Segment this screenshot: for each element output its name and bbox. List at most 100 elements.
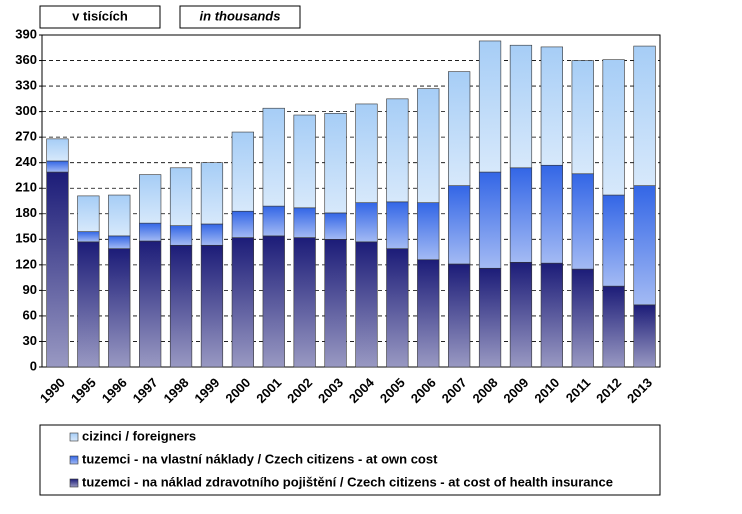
y-tick-label: 120 — [15, 256, 37, 271]
bar-segment — [108, 248, 131, 368]
bar-segment — [509, 261, 533, 368]
bar-segment — [355, 241, 378, 368]
bar-segment — [77, 241, 100, 368]
x-tick-label: 2013 — [624, 375, 655, 406]
header-right: in thousands — [200, 8, 281, 23]
bar-segment — [602, 194, 625, 287]
legend-label: tuzemci - na vlastní náklady / Czech cit… — [82, 451, 438, 466]
legend-box — [39, 424, 661, 496]
bar-segment — [46, 138, 69, 162]
bar-segment — [169, 244, 193, 368]
bar-segment — [509, 167, 533, 263]
legend-swatch — [69, 432, 79, 442]
header-box — [179, 5, 301, 29]
bar-segment — [293, 114, 316, 209]
bar-segment — [448, 185, 471, 265]
bar-segment — [571, 60, 594, 175]
bar-segment — [139, 240, 162, 368]
y-tick-label: 30 — [23, 333, 37, 348]
x-tick-label: 2000 — [222, 375, 253, 406]
header-box — [39, 5, 161, 29]
bar-segment — [417, 202, 440, 261]
bar-segment — [200, 244, 224, 368]
y-tick-label: 360 — [15, 52, 37, 67]
bar-segment — [633, 45, 656, 186]
bar-segment — [46, 160, 69, 173]
bar-segment — [139, 174, 162, 224]
x-tick-label: 2003 — [315, 375, 346, 406]
bar-segment — [77, 195, 100, 232]
x-tick-label: 2011 — [563, 375, 594, 406]
x-tick-label: 2006 — [408, 375, 439, 406]
x-tick-label: 1997 — [130, 375, 161, 406]
bar-segment — [324, 212, 347, 240]
bar-segment — [262, 235, 285, 368]
bar-segment — [540, 262, 563, 368]
bar-segment — [478, 40, 502, 173]
bar-segment — [571, 268, 594, 368]
bar-segment — [231, 210, 254, 238]
bar-segment — [633, 304, 656, 368]
bar-segment — [200, 223, 224, 246]
bar-segment — [602, 285, 625, 368]
x-tick-label: 2002 — [284, 375, 315, 406]
bar-segment — [77, 231, 100, 243]
x-tick-label: 2010 — [531, 375, 562, 406]
x-tick-label: 1998 — [161, 375, 192, 406]
bar-segment — [633, 185, 656, 306]
bar-segment — [231, 237, 254, 368]
bar-segment — [386, 201, 409, 249]
bar-segment — [386, 248, 409, 368]
legend-swatch — [69, 455, 79, 465]
x-tick-label: 2001 — [253, 375, 284, 406]
bar-segment — [108, 235, 131, 249]
y-tick-label: 240 — [15, 154, 37, 169]
bar-segment — [262, 205, 285, 237]
bar-segment — [417, 88, 440, 204]
bar-segment — [262, 107, 285, 207]
x-tick-label: 2005 — [377, 375, 408, 406]
bar-segment — [324, 239, 347, 368]
bar-segment — [355, 103, 378, 204]
header-left: v tisících — [72, 8, 128, 23]
x-tick-label: 2007 — [439, 375, 470, 406]
x-tick-label: 2012 — [593, 375, 624, 406]
bar-segment — [46, 171, 69, 368]
bar-segment — [355, 202, 378, 243]
bar-segment — [293, 237, 316, 368]
x-tick-label: 2008 — [470, 375, 501, 406]
bar-segment — [540, 46, 563, 166]
y-tick-label: 60 — [23, 307, 37, 322]
y-tick-label: 180 — [15, 205, 37, 220]
bar-segment — [478, 171, 502, 269]
bar-segment — [602, 59, 625, 196]
bar-segment — [139, 222, 162, 242]
y-tick-label: 330 — [15, 78, 37, 93]
bar-segment — [478, 267, 502, 368]
x-tick-label: 2009 — [500, 375, 531, 406]
bar-segment — [448, 71, 471, 186]
y-tick-label: 210 — [15, 180, 37, 195]
bar-segment — [293, 207, 316, 238]
bar-segment — [324, 113, 347, 214]
x-tick-label: 1996 — [99, 375, 130, 406]
x-tick-label: 1990 — [37, 375, 68, 406]
bar-segment — [571, 173, 594, 270]
bar-segment — [169, 167, 193, 226]
legend-label: cizinci / foreigners — [82, 428, 196, 443]
bar-segment — [169, 225, 193, 246]
bar-segment — [509, 44, 533, 169]
bar-segment — [540, 164, 563, 264]
y-tick-label: 390 — [15, 26, 37, 41]
legend-label: tuzemci - na náklad zdravotního pojištěn… — [82, 474, 613, 489]
y-tick-label: 90 — [23, 282, 37, 297]
x-tick-label: 2004 — [346, 374, 378, 406]
legend-swatch — [69, 478, 79, 488]
y-tick-label: 0 — [30, 358, 37, 373]
y-tick-label: 300 — [15, 103, 37, 118]
plot-area — [41, 34, 661, 368]
y-tick-label: 270 — [15, 129, 37, 144]
bar-segment — [231, 131, 254, 212]
y-tick-label: 150 — [15, 231, 37, 246]
